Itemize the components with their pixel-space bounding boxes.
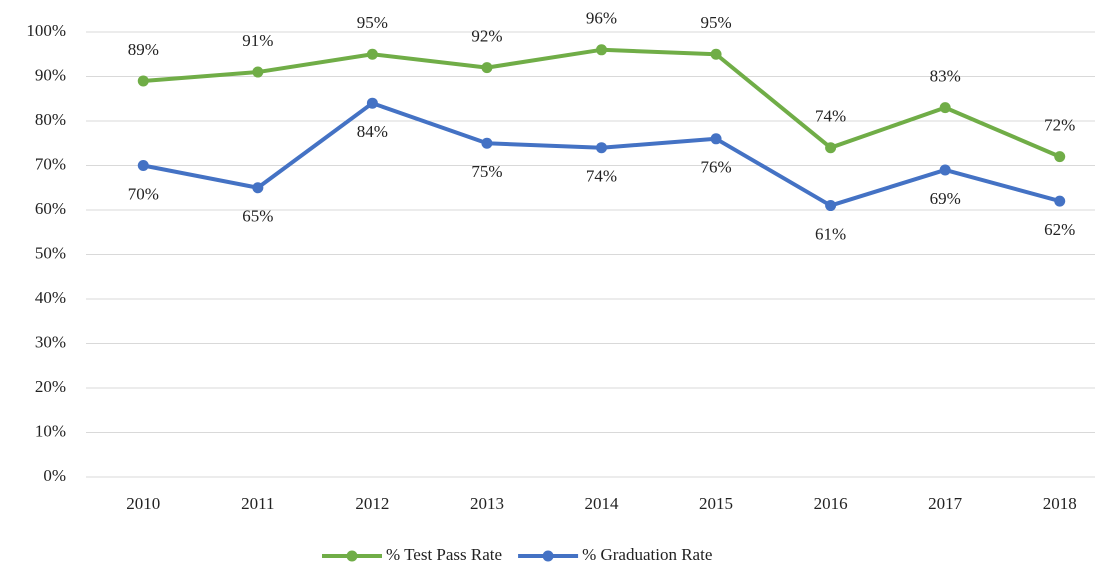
y-tick-label: 0% bbox=[43, 466, 66, 485]
x-tick-label: 2010 bbox=[126, 494, 160, 513]
y-tick-label: 70% bbox=[35, 154, 66, 173]
series-line bbox=[142, 101, 1061, 208]
x-tick-label: 2011 bbox=[241, 494, 274, 513]
point bbox=[481, 62, 493, 74]
x-tick-label: 2016 bbox=[814, 494, 848, 513]
data-label: 74% bbox=[815, 107, 846, 126]
data-label: 74% bbox=[586, 167, 617, 186]
y-tick-label: 90% bbox=[35, 65, 66, 84]
y-tick-label: 100% bbox=[26, 21, 66, 40]
point bbox=[596, 142, 607, 154]
point bbox=[252, 182, 264, 194]
point bbox=[1054, 151, 1066, 163]
y-tick-label: 30% bbox=[35, 332, 66, 351]
point bbox=[481, 137, 493, 149]
legend-marker bbox=[542, 550, 554, 562]
y-tick-label: 10% bbox=[35, 421, 66, 440]
series-line bbox=[143, 47, 1061, 159]
point bbox=[1054, 195, 1066, 207]
data-label: 83% bbox=[930, 67, 961, 86]
x-tick-label: 2017 bbox=[928, 494, 963, 513]
data-label: 91% bbox=[242, 31, 273, 50]
data-label: 95% bbox=[357, 13, 388, 32]
legend-label: % Graduation Rate bbox=[582, 545, 712, 564]
y-tick-label: 50% bbox=[35, 243, 66, 262]
y-tick-label: 20% bbox=[35, 377, 66, 396]
data-label: 72% bbox=[1044, 116, 1075, 135]
data-label: 65% bbox=[242, 207, 273, 226]
y-tick-label: 80% bbox=[35, 110, 66, 129]
legend-label: % Test Pass Rate bbox=[386, 545, 502, 564]
data-label: 70% bbox=[128, 184, 159, 203]
x-tick-label: 2012 bbox=[355, 494, 389, 513]
data-label: 62% bbox=[1044, 220, 1075, 239]
x-tick-label: 2015 bbox=[699, 494, 733, 513]
point bbox=[710, 48, 722, 60]
data-label: 61% bbox=[815, 224, 846, 243]
data-label: 95% bbox=[700, 13, 731, 32]
point bbox=[252, 66, 264, 78]
data-label: 89% bbox=[128, 40, 159, 59]
x-tick-label: 2018 bbox=[1043, 494, 1077, 513]
data-label: 75% bbox=[471, 162, 502, 181]
data-label: 69% bbox=[930, 189, 961, 208]
point bbox=[939, 102, 951, 114]
data-label: 96% bbox=[586, 9, 617, 28]
point bbox=[825, 142, 837, 154]
legend-marker bbox=[346, 550, 358, 562]
point bbox=[366, 48, 378, 60]
point bbox=[825, 200, 837, 212]
data-label: 84% bbox=[357, 122, 388, 141]
y-tick-label: 40% bbox=[35, 288, 66, 307]
point bbox=[596, 44, 607, 56]
y-tick-label: 60% bbox=[35, 199, 66, 218]
point bbox=[939, 164, 951, 176]
point bbox=[137, 75, 149, 87]
point bbox=[710, 133, 722, 145]
data-label: 92% bbox=[471, 27, 502, 46]
point bbox=[366, 97, 378, 109]
point bbox=[137, 160, 149, 171]
x-tick-label: 2013 bbox=[470, 494, 504, 513]
data-label: 76% bbox=[700, 158, 731, 177]
x-tick-label: 2014 bbox=[585, 494, 620, 513]
